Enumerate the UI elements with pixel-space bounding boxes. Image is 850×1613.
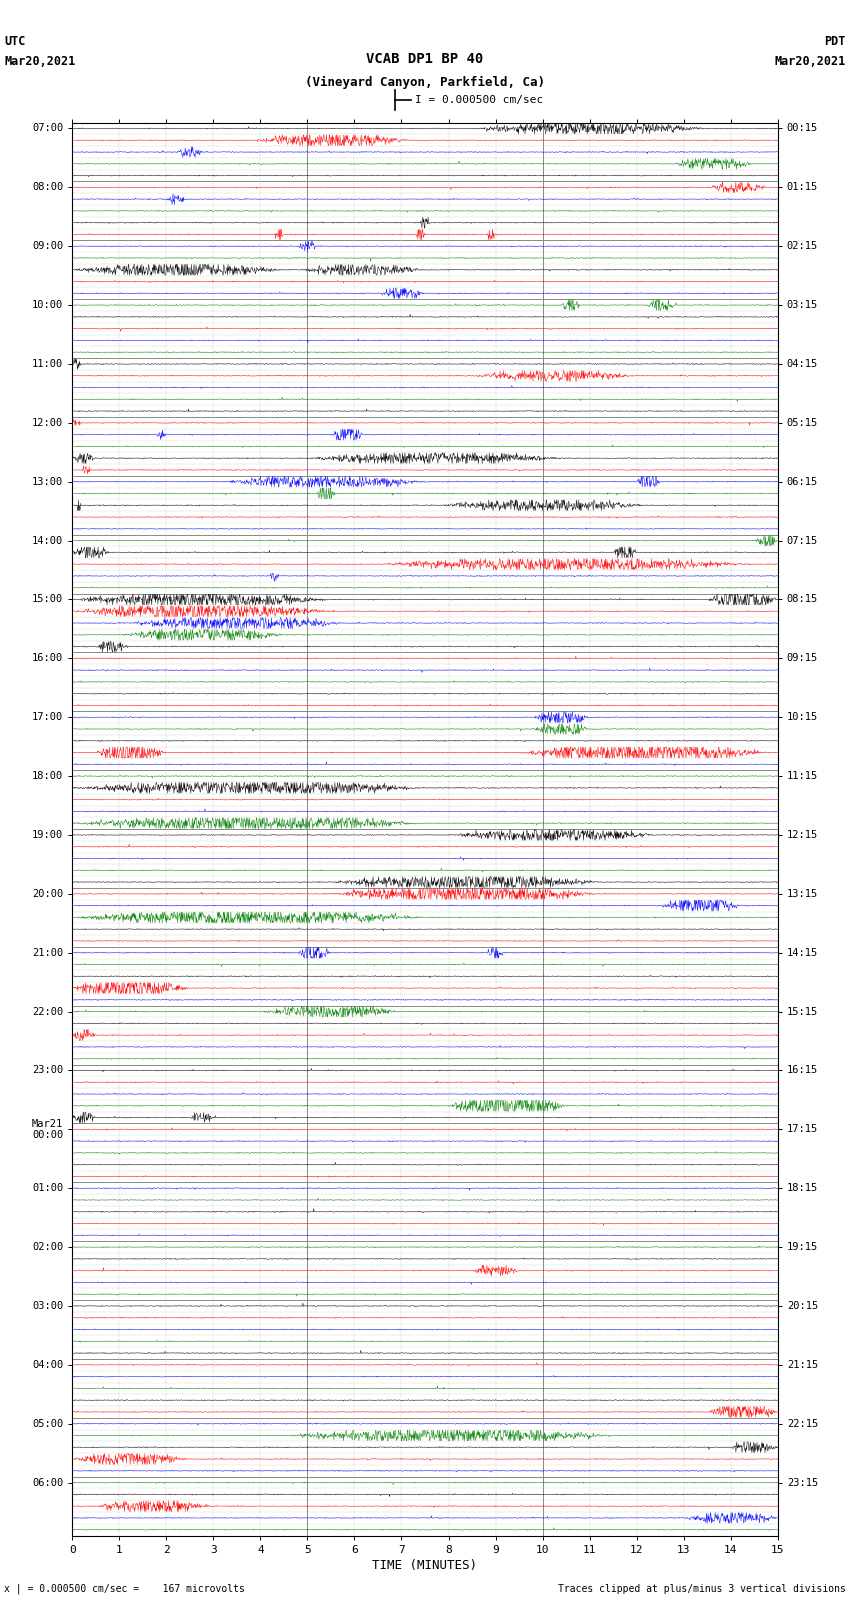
X-axis label: TIME (MINUTES): TIME (MINUTES) — [372, 1558, 478, 1571]
Text: Mar20,2021: Mar20,2021 — [4, 55, 76, 68]
Text: x | = 0.000500 cm/sec =    167 microvolts: x | = 0.000500 cm/sec = 167 microvolts — [4, 1582, 245, 1594]
Text: UTC: UTC — [4, 35, 26, 48]
Text: Mar20,2021: Mar20,2021 — [774, 55, 846, 68]
Text: PDT: PDT — [824, 35, 846, 48]
Text: Traces clipped at plus/minus 3 vertical divisions: Traces clipped at plus/minus 3 vertical … — [558, 1584, 846, 1594]
Text: I = 0.000500 cm/sec: I = 0.000500 cm/sec — [415, 95, 543, 105]
Text: (Vineyard Canyon, Parkfield, Ca): (Vineyard Canyon, Parkfield, Ca) — [305, 76, 545, 89]
Text: VCAB DP1 BP 40: VCAB DP1 BP 40 — [366, 52, 484, 66]
